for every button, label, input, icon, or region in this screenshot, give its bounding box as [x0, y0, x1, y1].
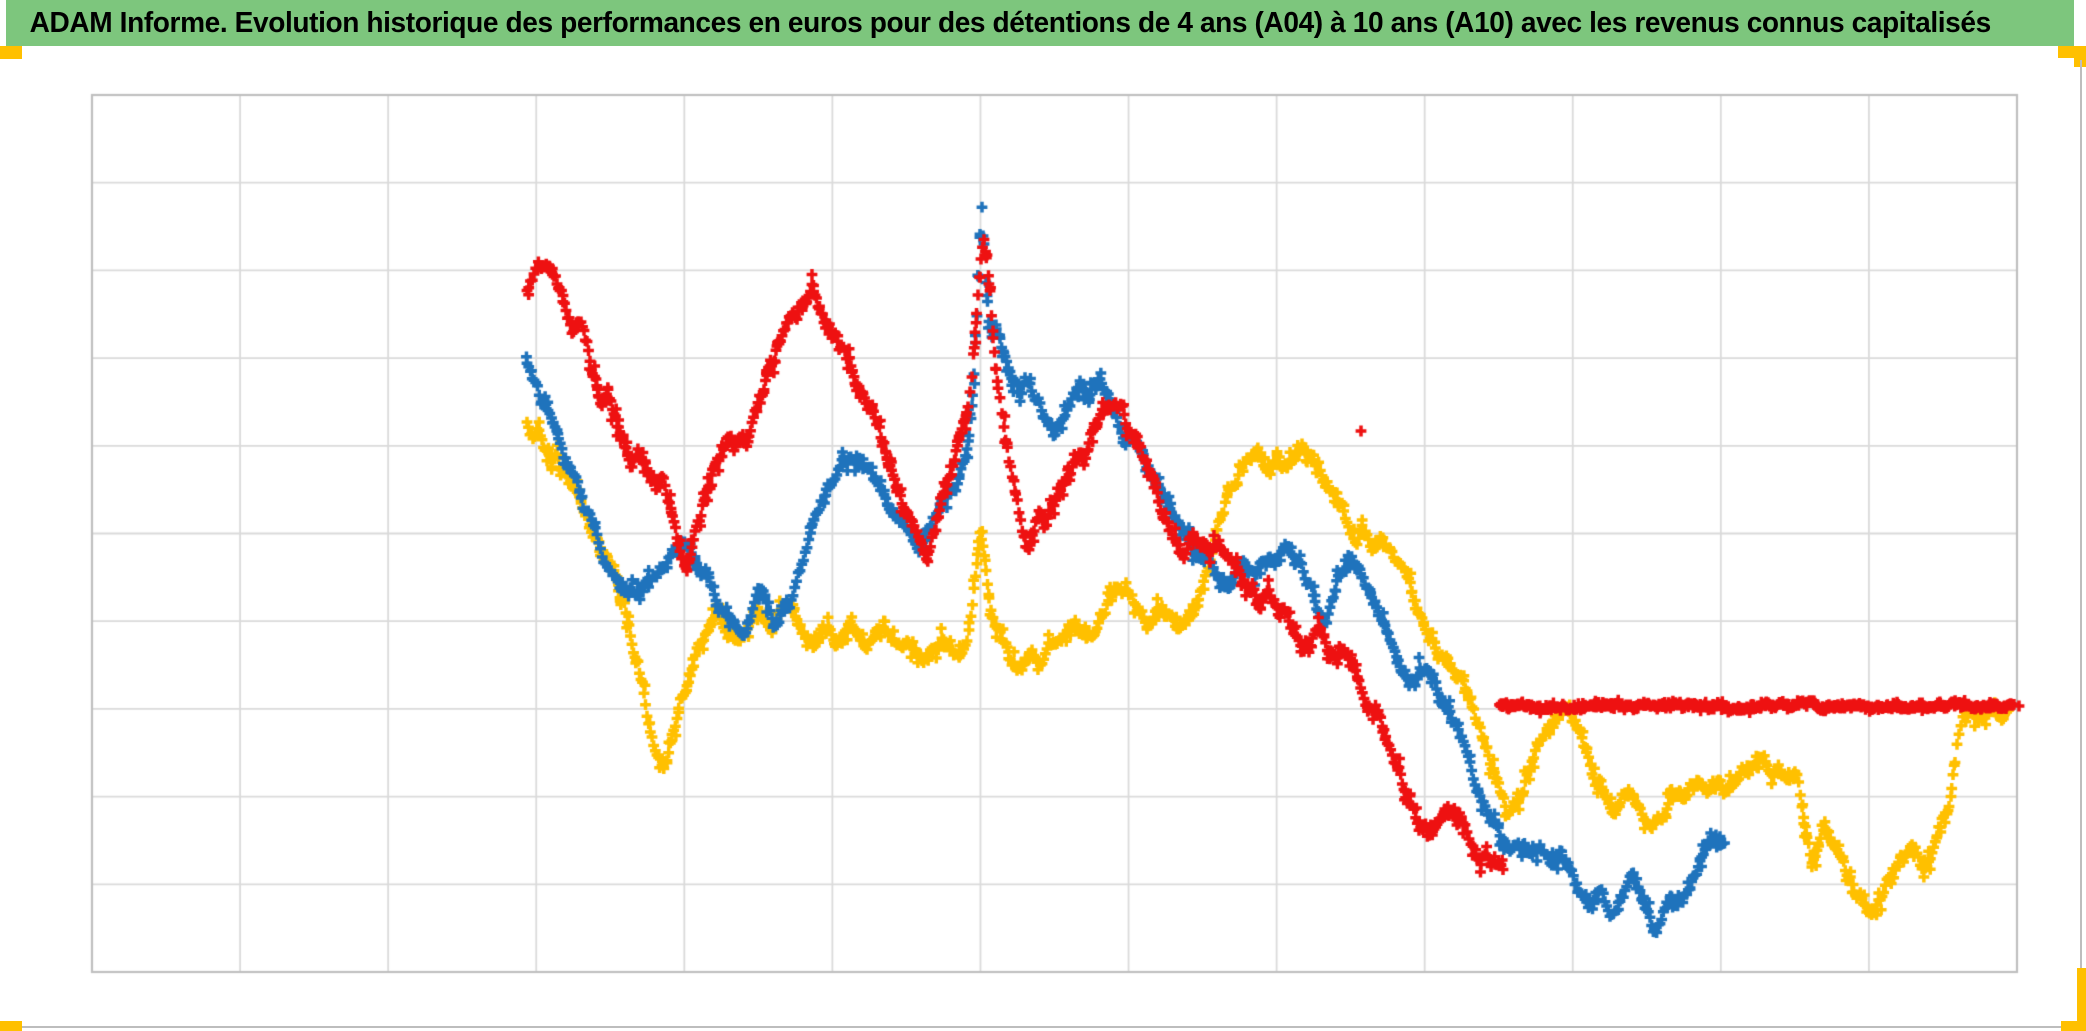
corner-accent-bottom-right-v: [2077, 968, 2086, 1031]
right-edge-line: [2080, 60, 2082, 968]
corner-accent-top-left: [0, 46, 22, 59]
corner-accent-top-right-v: [2074, 46, 2086, 67]
corner-accent-bottom-left: [0, 1021, 22, 1031]
page-title: ADAM Informe. Evolution historique des p…: [29, 6, 1992, 39]
bottom-edge-line: [0, 1026, 2086, 1028]
corner-accent-bottom-right-h: [2061, 1021, 2086, 1031]
title-bar: ADAM Informe. Evolution historique des p…: [6, 0, 2074, 46]
